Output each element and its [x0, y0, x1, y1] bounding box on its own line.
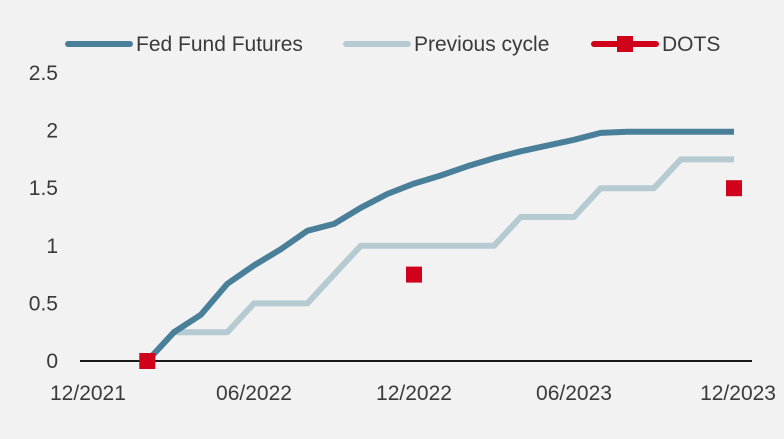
y-tick-label: 2 — [46, 120, 58, 143]
legend: Fed Fund Futures Previous cycle DOTS — [65, 33, 720, 56]
x-tick-label: 12/2022 — [376, 382, 452, 405]
series-layer — [139, 128, 742, 369]
y-tick-label: 2.5 — [29, 62, 58, 85]
y-tick-label: 1 — [46, 235, 58, 258]
y-tick-label: 0 — [46, 350, 58, 373]
legend-marker — [617, 36, 633, 52]
legend-label: Fed Fund Futures — [136, 33, 303, 56]
dots-marker — [726, 180, 742, 197]
legend-label: Previous cycle — [414, 33, 549, 56]
y-tick-label: 0.5 — [29, 292, 58, 315]
dots-marker — [139, 353, 156, 369]
x-tick-label: 06/2023 — [536, 382, 612, 405]
series-line-previous-cycle — [145, 156, 734, 364]
x-axis-ticks: 12/2021 06/2022 12/2022 06/2023 12/2023 — [50, 382, 776, 405]
dots-marker — [406, 266, 422, 283]
y-tick-label: 1.5 — [29, 177, 58, 200]
series-line-fed-fund-futures — [145, 128, 734, 364]
y-axis-ticks: 0 0.5 1 1.5 2 2.5 — [29, 62, 58, 373]
x-tick-label: 06/2022 — [216, 382, 292, 405]
x-tick-label: 12/2021 — [50, 382, 126, 405]
x-tick-label: 12/2023 — [700, 382, 776, 405]
legend-label: DOTS — [662, 33, 720, 56]
